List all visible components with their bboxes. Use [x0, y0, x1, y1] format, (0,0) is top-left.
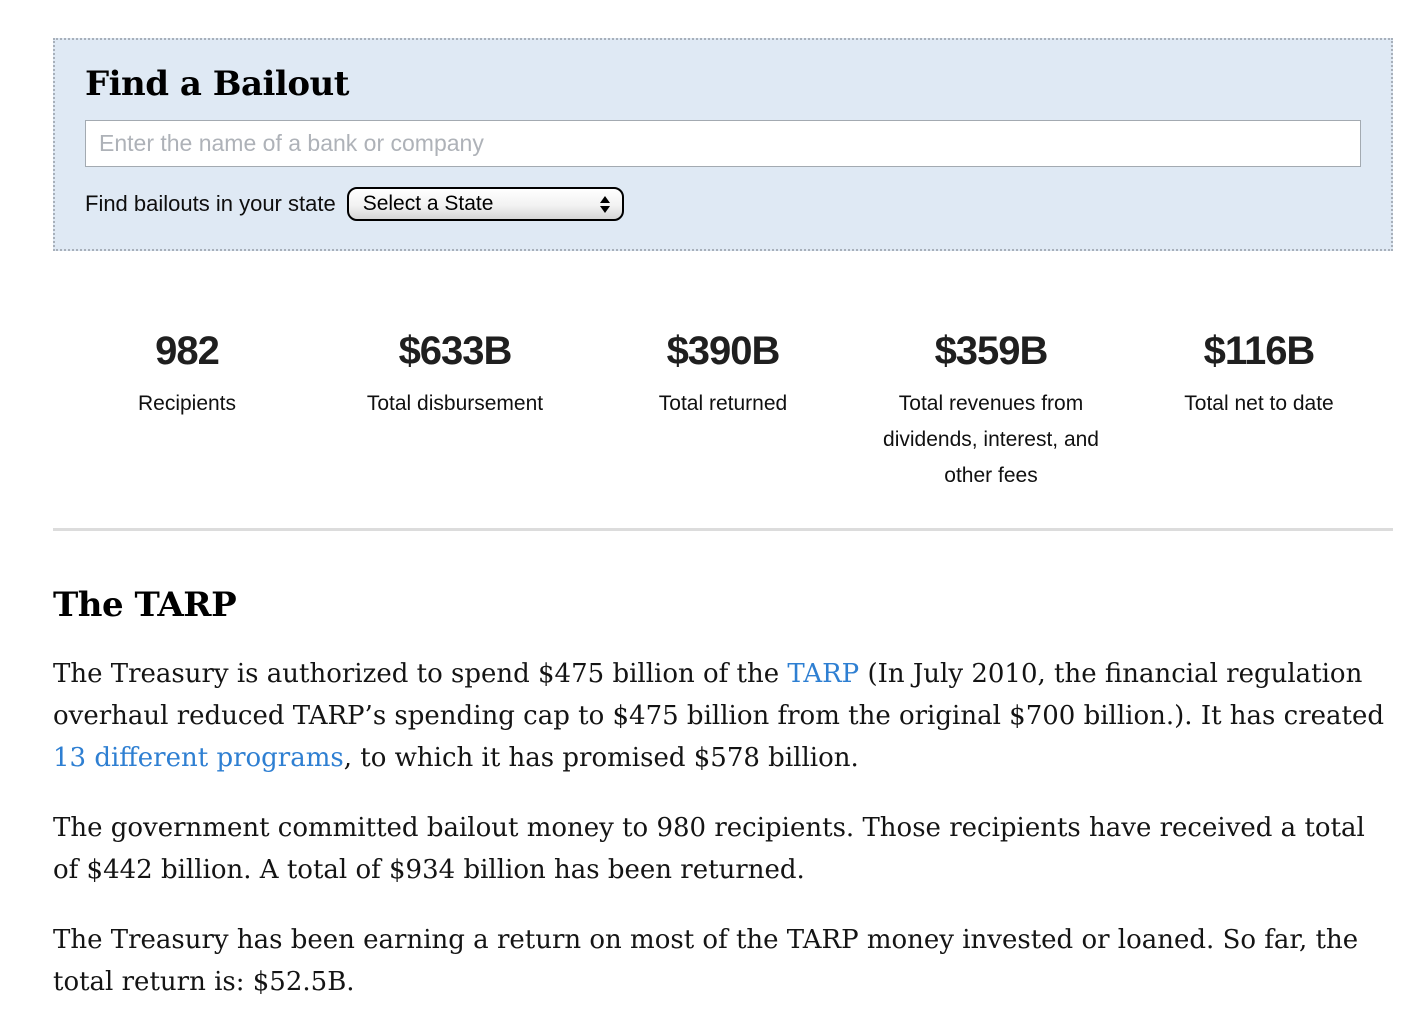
bailout-tracker-page: Find a Bailout Find bailouts in your sta…	[53, 38, 1393, 1033]
tarp-paragraph-2: The government committed bailout money t…	[53, 813, 1365, 885]
tarp-paragraph-3: The Treasury has been earning a return o…	[53, 925, 1359, 997]
paragraph-text: , to which it has promised $578 billion.	[343, 743, 859, 773]
stat-value: $359B	[934, 329, 1049, 373]
stat-value: $390B	[666, 329, 781, 373]
find-a-bailout-panel: Find a Bailout Find bailouts in your sta…	[53, 38, 1393, 251]
stat-total-revenues: $359B Total revenues from dividends, int…	[857, 329, 1125, 494]
find-a-bailout-title: Find a Bailout	[85, 64, 349, 104]
paragraph-text: The Treasury is authorized to spend $475…	[53, 659, 788, 689]
bailout-search-input[interactable]	[85, 120, 1361, 167]
different-programs-link[interactable]: 13 different programs	[53, 743, 344, 773]
stat-label: Total returned	[658, 392, 788, 415]
state-filter-row: Find bailouts in your state Select a Sta…	[85, 187, 1361, 221]
stat-value: 982	[155, 329, 220, 373]
section-divider	[53, 528, 1393, 531]
state-select[interactable]: Select a State	[346, 187, 624, 221]
stat-total-returned: $390B Total returned	[589, 329, 857, 494]
stat-total-net: $116B Total net to date	[1125, 329, 1393, 494]
tarp-heading: The TARP	[53, 585, 237, 625]
tarp-article: The TARP The Treasury is authorized to s…	[53, 585, 1393, 1003]
tarp-link[interactable]: TARP	[787, 659, 860, 689]
stat-label: Total disbursement	[366, 392, 544, 415]
stat-recipients: 982 Recipients	[53, 329, 321, 494]
paragraph-text: (In July 2010, the financial regulation …	[53, 659, 1385, 731]
tarp-paragraph-1: The Treasury is authorized to spend $475…	[53, 653, 1391, 779]
stat-label: Total net to date	[1184, 392, 1334, 415]
stats-row: 982 Recipients $633B Total disbursement …	[53, 329, 1393, 494]
state-filter-label: Find bailouts in your state	[85, 191, 336, 216]
select-arrows-icon	[599, 195, 610, 213]
stat-label: Total revenues from dividends, interest,…	[883, 392, 1099, 487]
stat-value: $633B	[398, 329, 513, 373]
state-select-value: Select a State	[362, 192, 494, 215]
stat-value: $116B	[1203, 329, 1316, 373]
stat-label: Recipients	[137, 392, 237, 415]
stat-total-disbursement: $633B Total disbursement	[321, 329, 589, 494]
